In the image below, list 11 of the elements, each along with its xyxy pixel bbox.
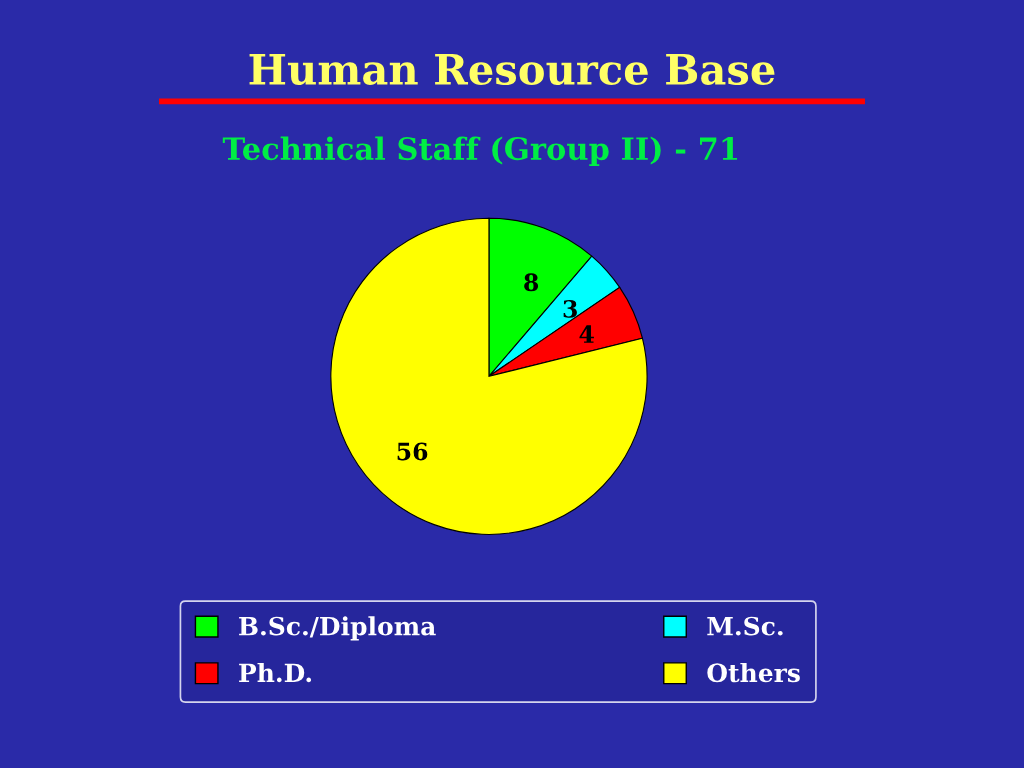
data-label: 56 <box>397 442 428 461</box>
chart-subtitle: Technical Staff (Group II) - 71 <box>222 136 738 167</box>
legend-label: Ph.D. <box>239 662 312 683</box>
data-label: 4 <box>579 325 594 343</box>
legend-label: B.Sc./Diploma <box>239 616 436 641</box>
legend-label: M.Sc. <box>707 616 783 636</box>
chart-title: Human Resource Base <box>249 54 775 86</box>
pie-slice <box>330 217 648 535</box>
legend-label: Others <box>707 662 800 683</box>
data-label: 8 <box>524 273 539 292</box>
data-label: 3 <box>563 299 577 318</box>
